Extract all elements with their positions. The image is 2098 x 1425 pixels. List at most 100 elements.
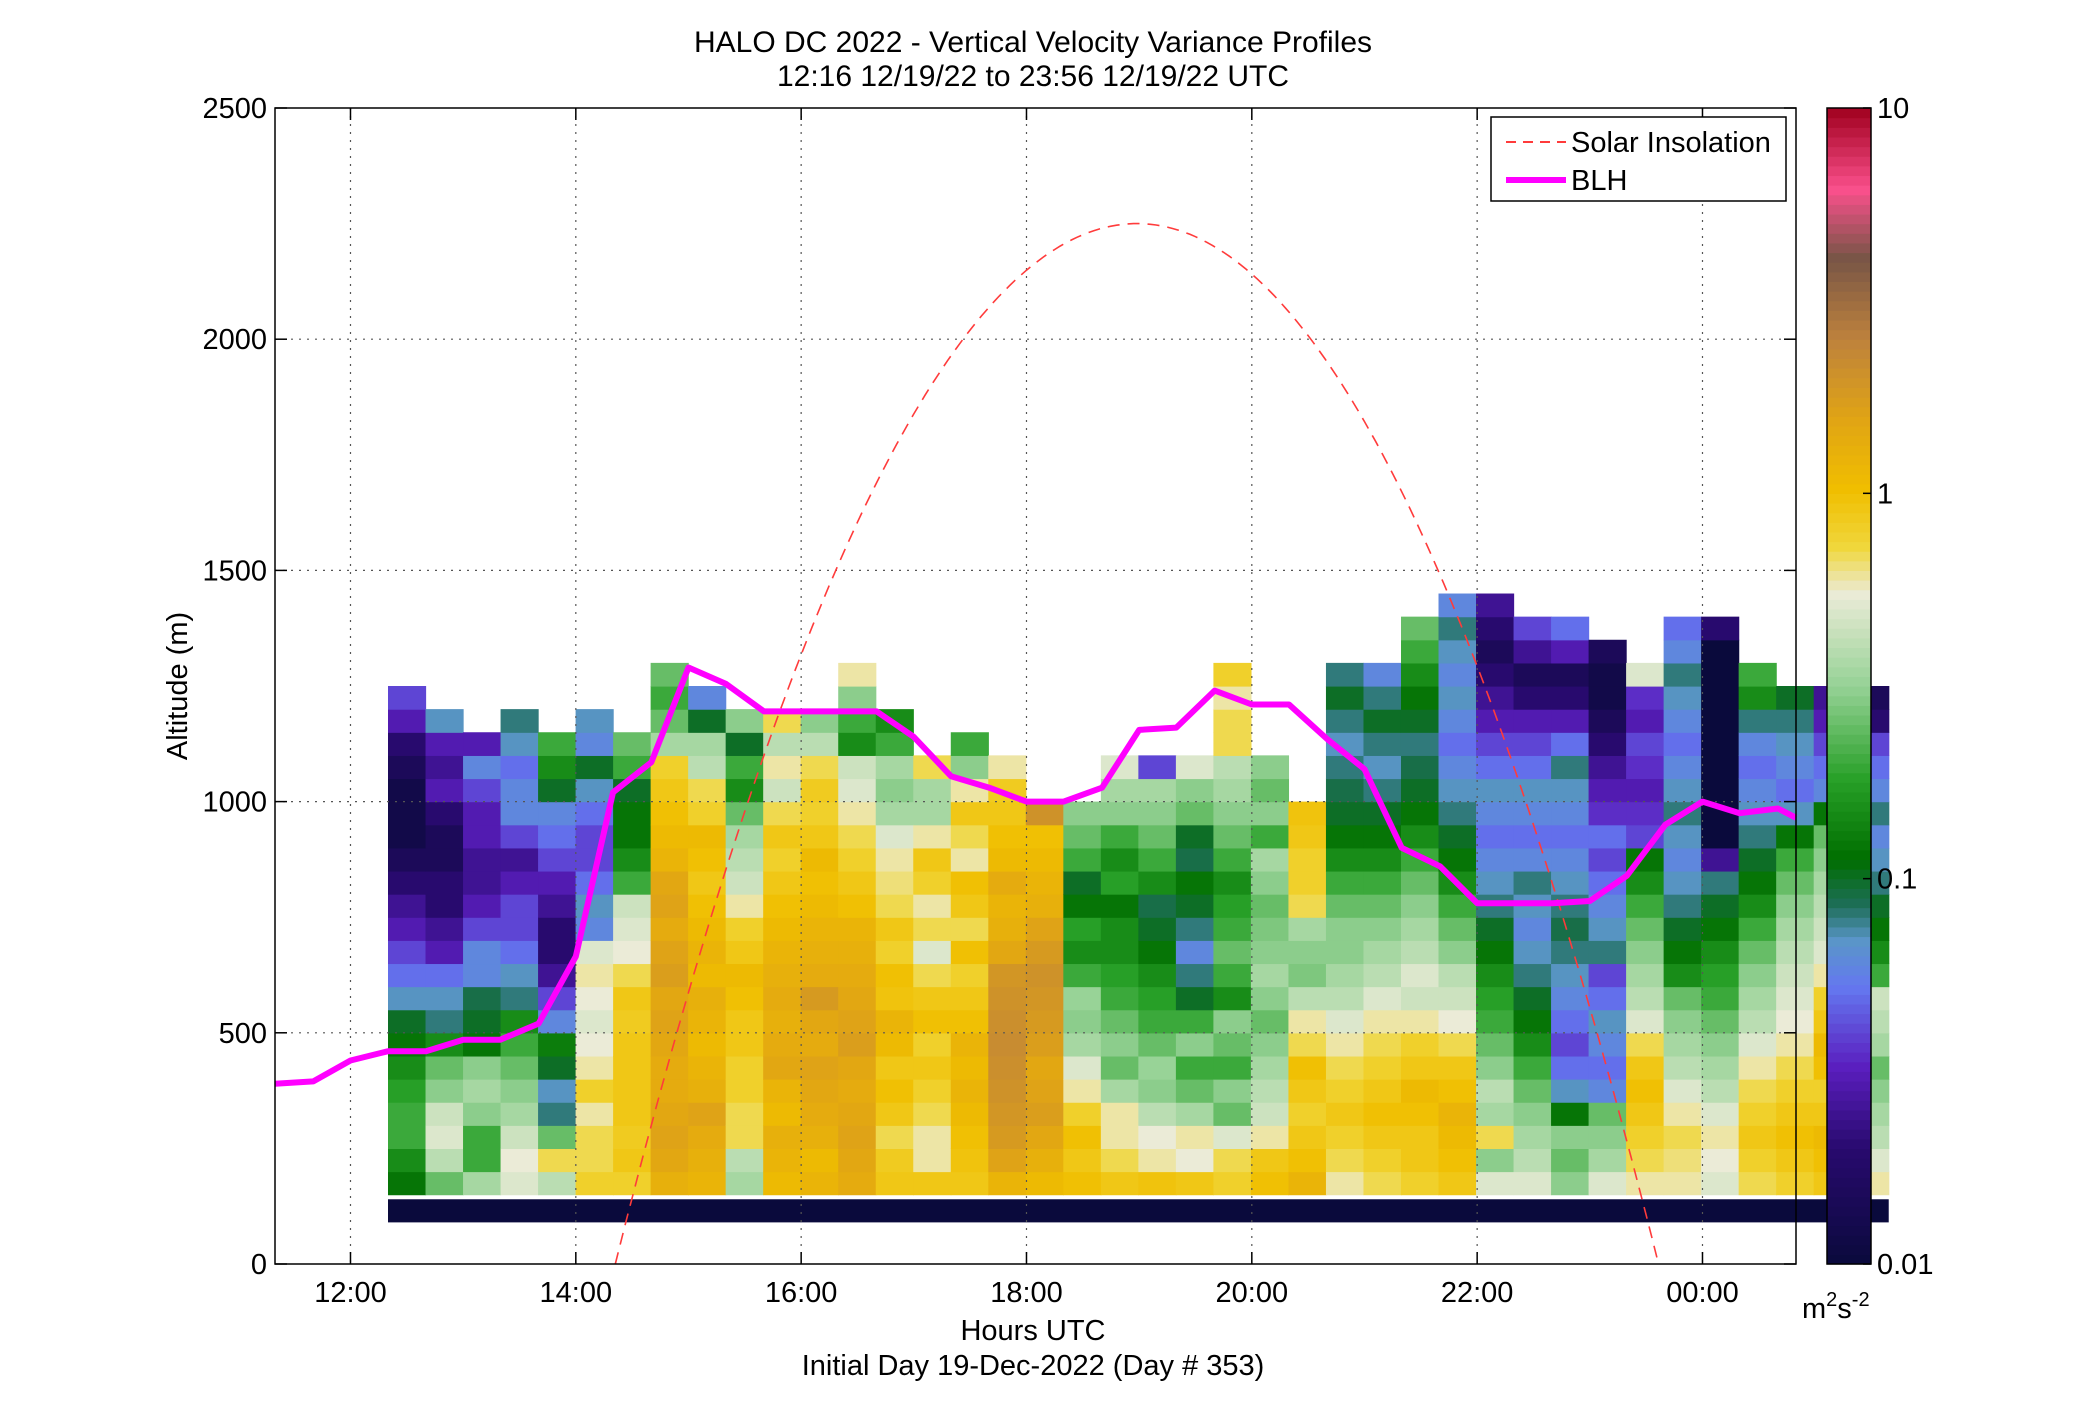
heatmap-cell xyxy=(1438,824,1477,849)
heatmap-cell xyxy=(1250,824,1290,849)
heatmap-cell xyxy=(1325,1102,1365,1126)
heatmap-cell xyxy=(1250,755,1290,780)
colorbar-segment xyxy=(1827,233,1871,244)
heatmap-cell xyxy=(1363,1148,1402,1173)
heatmap-cell xyxy=(875,1148,914,1173)
heatmap-cell xyxy=(1738,963,1777,988)
heatmap-cell xyxy=(500,1171,539,1196)
heatmap-cell xyxy=(725,1171,764,1196)
heatmap-cell xyxy=(1626,917,1665,941)
colorbar-segment xyxy=(1827,1225,1871,1236)
heatmap-cell xyxy=(1738,917,1777,941)
heatmap-cell xyxy=(1513,616,1552,641)
colorbar-segment xyxy=(1827,213,1871,225)
heatmap-cell xyxy=(1325,709,1365,733)
heatmap-cell xyxy=(1213,709,1252,733)
heatmap-cell xyxy=(1551,686,1590,710)
heatmap-cell xyxy=(1250,870,1290,895)
heatmap-cell xyxy=(688,986,727,1011)
heatmap-cell xyxy=(1325,778,1365,803)
colorbar-segment xyxy=(1827,425,1871,437)
heatmap-cell xyxy=(1325,1171,1365,1196)
heatmap-cell xyxy=(1363,940,1402,965)
heatmap-cell xyxy=(725,1148,764,1173)
heatmap-cell xyxy=(650,963,689,988)
heatmap-cell xyxy=(1513,1032,1552,1057)
heatmap-cell xyxy=(650,662,689,687)
heatmap-cell xyxy=(1100,1148,1139,1173)
heatmap-cell xyxy=(1325,1032,1365,1057)
heatmap-cell xyxy=(1588,963,1627,988)
heatmap-cell xyxy=(950,940,989,965)
heatmap-cell xyxy=(1438,662,1477,687)
heatmap-cell xyxy=(1025,1148,1064,1173)
heatmap-cell xyxy=(1288,894,1327,918)
heatmap-cell xyxy=(1476,1009,1515,1034)
heatmap-cell xyxy=(688,709,727,733)
heatmap-cell xyxy=(1776,1125,1815,1149)
heatmap-cell xyxy=(1025,963,1064,988)
heatmap-cell xyxy=(1063,917,1102,941)
heatmap-cell xyxy=(388,847,427,872)
heatmap-cell xyxy=(1400,1079,1440,1103)
heatmap-cell xyxy=(1513,639,1552,664)
heatmap-cell xyxy=(913,1125,952,1149)
heatmap-cell xyxy=(950,847,989,872)
heatmap-cell xyxy=(1288,1102,1327,1126)
colorbar-segment xyxy=(1827,1061,1871,1072)
heatmap-cell xyxy=(1063,986,1102,1011)
heatmap-cell xyxy=(1476,778,1515,803)
heatmap-cell xyxy=(1213,917,1252,941)
heatmap-cell xyxy=(875,894,914,918)
heatmap-cell xyxy=(575,732,614,756)
heatmap-cell xyxy=(950,732,989,756)
heatmap-cell xyxy=(1513,824,1552,849)
colorbar-segment xyxy=(1827,1042,1871,1053)
heatmap-cell xyxy=(1363,709,1402,733)
colorbar-unit: m2s-2 xyxy=(1802,1289,1870,1325)
heatmap-cell xyxy=(1025,1079,1064,1103)
colorbar-segment xyxy=(1827,1032,1871,1044)
heatmap-cell xyxy=(388,1102,427,1126)
heatmap-cell xyxy=(1250,1125,1290,1149)
colorbar-segment xyxy=(1827,618,1871,629)
colorbar-segment xyxy=(1827,1129,1871,1140)
heatmap-cell xyxy=(1588,1009,1627,1034)
plot-area-frame xyxy=(274,107,1797,1265)
heatmap-cell xyxy=(1400,1148,1440,1173)
heatmap-cell xyxy=(1288,1055,1327,1080)
heatmap-cell xyxy=(988,755,1027,780)
heatmap-cell xyxy=(725,1102,764,1126)
heatmap-cell xyxy=(725,870,764,895)
heatmap-cell xyxy=(613,1125,652,1149)
heatmap-cell xyxy=(725,986,764,1011)
heatmap-cell xyxy=(1025,894,1064,918)
heatmap-cell xyxy=(913,894,952,918)
heatmap-cell xyxy=(875,963,914,988)
heatmap-cell xyxy=(613,1055,652,1080)
heatmap-cell xyxy=(838,870,877,895)
heatmap-cell xyxy=(463,917,502,941)
colorbar-segment xyxy=(1827,580,1871,591)
heatmap-cell xyxy=(875,755,914,780)
heatmap-cell xyxy=(838,1125,877,1149)
heatmap-cell xyxy=(988,1148,1027,1173)
heatmap-cell xyxy=(1438,1102,1477,1126)
heatmap-cell xyxy=(913,1148,952,1173)
heatmap-cell xyxy=(1513,870,1552,895)
heatmap-cell xyxy=(1213,894,1252,918)
heatmap-cell xyxy=(950,1125,989,1149)
heatmap-cell xyxy=(1701,755,1740,780)
heatmap-cell xyxy=(1025,940,1064,965)
heatmap-cell xyxy=(838,847,877,872)
heatmap-cell xyxy=(1663,755,1702,780)
heatmap-cell xyxy=(388,801,427,826)
heatmap-cell xyxy=(1626,662,1665,687)
heatmap-cell xyxy=(1400,1009,1440,1034)
heatmap-cell xyxy=(688,1032,727,1057)
heatmap-cell xyxy=(1551,847,1590,872)
colorbar-segment xyxy=(1827,262,1871,273)
heatmap-cell xyxy=(650,1171,689,1196)
heatmap-cell xyxy=(1738,1079,1777,1103)
heatmap-cell xyxy=(1588,709,1627,733)
